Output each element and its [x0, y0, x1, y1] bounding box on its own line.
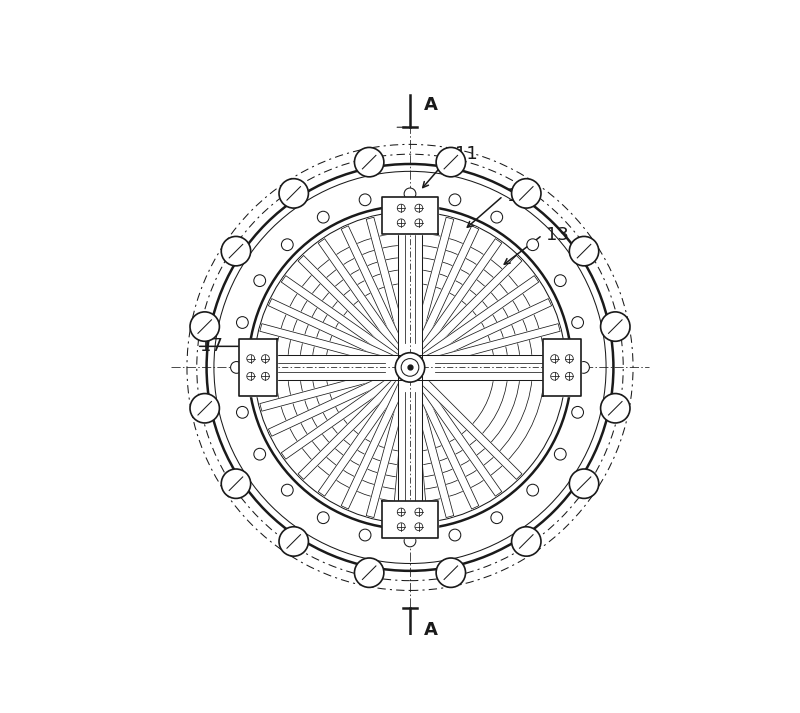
Polygon shape: [260, 324, 404, 369]
Polygon shape: [318, 239, 409, 364]
Polygon shape: [398, 367, 422, 523]
Polygon shape: [318, 371, 409, 496]
Circle shape: [554, 448, 566, 460]
Text: 13: 13: [546, 226, 569, 244]
Circle shape: [436, 148, 466, 177]
Polygon shape: [269, 367, 405, 436]
Text: 11: 11: [455, 145, 478, 163]
Circle shape: [237, 317, 248, 329]
Circle shape: [262, 354, 270, 362]
Circle shape: [398, 204, 405, 212]
Circle shape: [415, 508, 422, 516]
Circle shape: [359, 529, 371, 541]
Circle shape: [398, 219, 405, 227]
Circle shape: [318, 512, 329, 523]
Polygon shape: [406, 374, 427, 522]
Circle shape: [230, 361, 242, 374]
Polygon shape: [408, 217, 454, 361]
Circle shape: [262, 372, 270, 380]
Circle shape: [566, 372, 574, 380]
Circle shape: [282, 239, 293, 250]
Circle shape: [449, 194, 461, 205]
Text: A: A: [424, 96, 438, 114]
Circle shape: [578, 361, 590, 374]
Polygon shape: [393, 374, 414, 522]
Circle shape: [491, 211, 502, 223]
Circle shape: [354, 148, 384, 177]
Polygon shape: [260, 366, 404, 411]
Polygon shape: [282, 369, 406, 459]
Polygon shape: [298, 255, 407, 365]
Circle shape: [279, 527, 309, 556]
Polygon shape: [416, 324, 560, 369]
Circle shape: [415, 219, 422, 227]
Circle shape: [601, 394, 630, 423]
Polygon shape: [413, 255, 522, 365]
Circle shape: [254, 448, 266, 460]
Polygon shape: [543, 339, 581, 396]
Polygon shape: [408, 374, 454, 518]
Circle shape: [246, 354, 254, 362]
Circle shape: [566, 354, 574, 362]
Circle shape: [572, 317, 583, 329]
Circle shape: [550, 372, 558, 380]
Circle shape: [415, 523, 422, 530]
Circle shape: [359, 194, 371, 205]
Circle shape: [395, 353, 425, 382]
Circle shape: [550, 354, 558, 362]
Circle shape: [354, 558, 384, 588]
Circle shape: [491, 512, 502, 523]
Polygon shape: [254, 355, 410, 379]
Polygon shape: [398, 212, 422, 367]
Circle shape: [554, 275, 566, 287]
Circle shape: [404, 535, 416, 547]
Circle shape: [222, 469, 250, 498]
Circle shape: [237, 406, 248, 419]
Polygon shape: [410, 226, 479, 362]
Circle shape: [398, 523, 405, 530]
Circle shape: [222, 237, 250, 266]
Polygon shape: [382, 501, 438, 538]
Circle shape: [570, 469, 598, 498]
Polygon shape: [239, 339, 277, 396]
Circle shape: [398, 508, 405, 516]
Polygon shape: [413, 370, 522, 479]
Polygon shape: [411, 239, 502, 364]
Polygon shape: [382, 197, 438, 234]
Text: 17: 17: [200, 337, 223, 355]
Polygon shape: [410, 372, 479, 509]
Polygon shape: [414, 276, 538, 366]
Polygon shape: [341, 226, 410, 362]
Text: 10: 10: [506, 187, 529, 205]
Circle shape: [570, 237, 598, 266]
Circle shape: [511, 527, 541, 556]
Circle shape: [318, 211, 329, 223]
Circle shape: [282, 484, 293, 496]
Circle shape: [404, 188, 416, 200]
Circle shape: [449, 529, 461, 541]
Circle shape: [601, 312, 630, 342]
Polygon shape: [282, 276, 406, 366]
Polygon shape: [366, 217, 412, 361]
Circle shape: [190, 394, 219, 423]
Text: A: A: [424, 621, 438, 639]
Polygon shape: [269, 299, 405, 368]
Circle shape: [254, 275, 266, 287]
Circle shape: [190, 312, 219, 342]
Circle shape: [246, 372, 254, 380]
Circle shape: [572, 406, 583, 419]
Polygon shape: [415, 299, 551, 368]
Circle shape: [511, 179, 541, 208]
Circle shape: [436, 558, 466, 588]
Polygon shape: [366, 374, 412, 518]
Polygon shape: [411, 371, 502, 496]
Circle shape: [415, 204, 422, 212]
Circle shape: [527, 484, 538, 496]
Polygon shape: [298, 370, 407, 479]
Circle shape: [527, 239, 538, 250]
Polygon shape: [341, 372, 410, 509]
Circle shape: [279, 179, 309, 208]
Polygon shape: [410, 355, 566, 379]
